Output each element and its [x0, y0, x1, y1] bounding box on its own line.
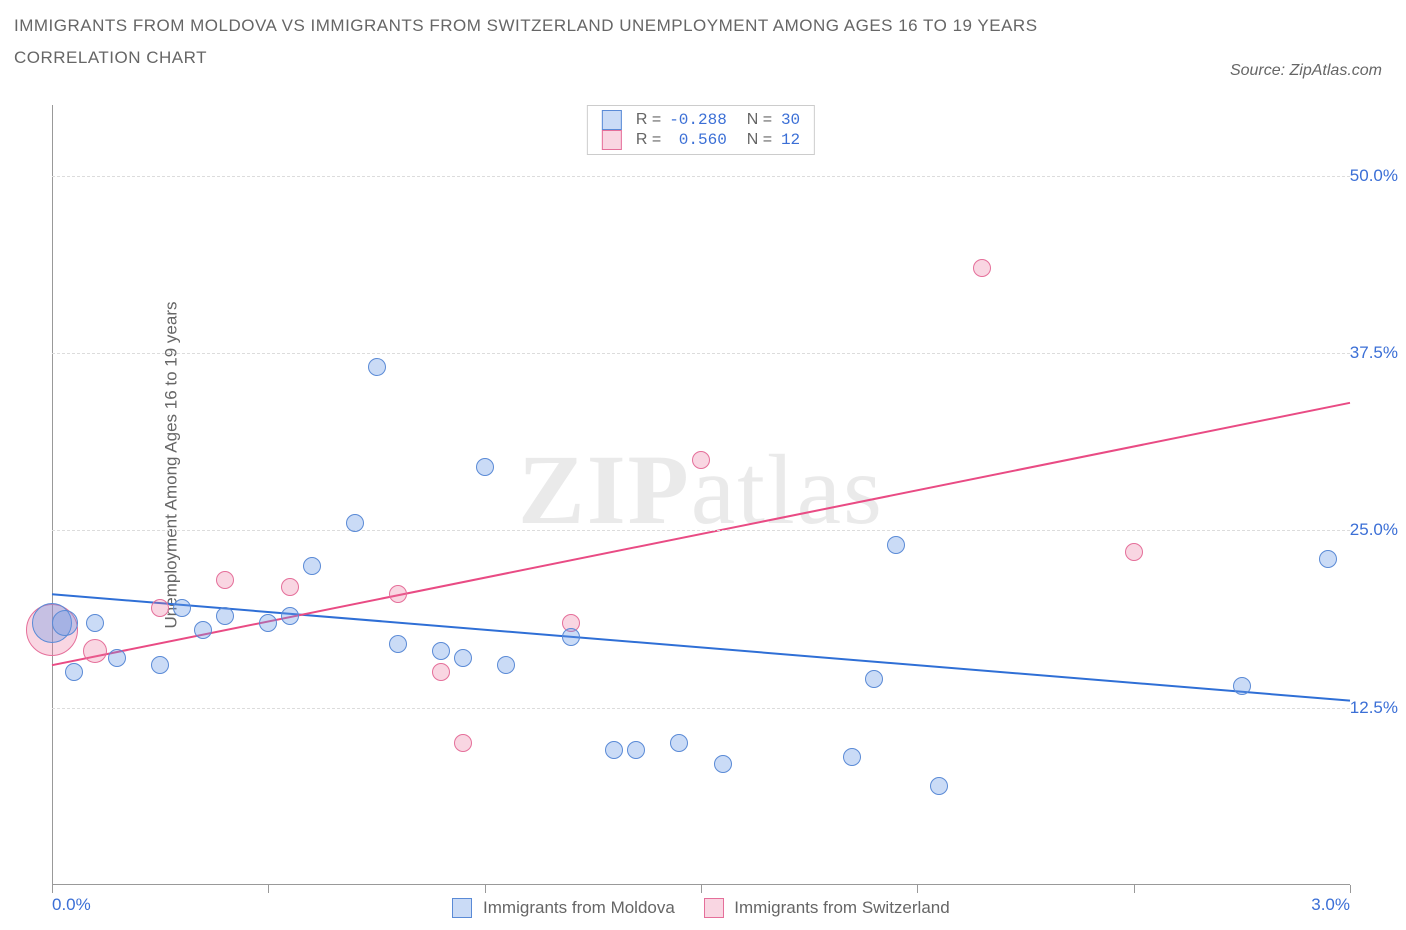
legend-label-moldova: Immigrants from Moldova [483, 898, 675, 917]
swatch-moldova [602, 110, 622, 130]
legend-item-moldova: Immigrants from Moldova [452, 898, 675, 919]
data-point [173, 599, 191, 617]
data-point [692, 451, 710, 469]
x-tick [52, 885, 53, 893]
y-tick-label: 25.0% [1350, 520, 1398, 540]
data-point [454, 734, 472, 752]
data-point [151, 656, 169, 674]
x-tick [917, 885, 918, 893]
r-value-moldova: -0.288 [665, 110, 731, 130]
data-point [454, 649, 472, 667]
data-point [216, 571, 234, 589]
chart-title-block: IMMIGRANTS FROM MOLDOVA VS IMMIGRANTS FR… [14, 10, 1038, 75]
data-point [865, 670, 883, 688]
data-point [1319, 550, 1337, 568]
n-value-moldova: 30 [776, 110, 804, 130]
swatch-switzerland [602, 130, 622, 150]
chart-title-line1: IMMIGRANTS FROM MOLDOVA VS IMMIGRANTS FR… [14, 10, 1038, 42]
data-point [432, 663, 450, 681]
n-label: N = [743, 130, 776, 150]
data-point [151, 599, 169, 617]
data-point [562, 628, 580, 646]
y-tick-label: 37.5% [1350, 343, 1398, 363]
legend-item-switzerland: Immigrants from Switzerland [704, 898, 950, 919]
data-point [281, 607, 299, 625]
data-point [670, 734, 688, 752]
data-point [86, 614, 104, 632]
data-point [1233, 677, 1251, 695]
plot-area: ZIPatlas R = -0.288 N = 30 R = 0.560 N =… [52, 105, 1350, 885]
data-point [389, 635, 407, 653]
data-point [714, 755, 732, 773]
r-value-switzerland: 0.560 [665, 130, 731, 150]
data-point [605, 741, 623, 759]
data-point [194, 621, 212, 639]
watermark-bold: ZIP [518, 434, 691, 545]
watermark-rest: atlas [691, 434, 884, 545]
x-tick [1350, 885, 1351, 893]
data-point [432, 642, 450, 660]
x-tick [1134, 885, 1135, 893]
data-point [973, 259, 991, 277]
data-point [108, 649, 126, 667]
data-point [346, 514, 364, 532]
legend-row-moldova: R = -0.288 N = 30 [598, 110, 804, 130]
chart-title-line2: CORRELATION CHART [14, 42, 1038, 74]
correlation-legend: R = -0.288 N = 30 R = 0.560 N = 12 [587, 105, 815, 155]
swatch-switzerland [704, 898, 724, 918]
trend-line [52, 594, 1350, 700]
data-point [281, 578, 299, 596]
swatch-moldova [452, 898, 472, 918]
data-point [476, 458, 494, 476]
gridline [52, 708, 1350, 709]
data-point [389, 585, 407, 603]
trend-lines-svg [52, 105, 1350, 885]
x-tick [485, 885, 486, 893]
data-point [1125, 543, 1143, 561]
data-point [887, 536, 905, 554]
gridline [52, 176, 1350, 177]
x-tick-label: 0.0% [52, 895, 91, 915]
data-point [259, 614, 277, 632]
legend-label-switzerland: Immigrants from Switzerland [734, 898, 949, 917]
data-point [627, 741, 645, 759]
trend-line [52, 403, 1350, 665]
gridline [52, 530, 1350, 531]
y-tick-label: 12.5% [1350, 698, 1398, 718]
gridline [52, 353, 1350, 354]
y-axis-line [52, 105, 53, 885]
data-point [368, 358, 386, 376]
r-label: R = [632, 110, 665, 130]
r-label: R = [632, 130, 665, 150]
data-point [303, 557, 321, 575]
data-point [930, 777, 948, 795]
data-point [843, 748, 861, 766]
n-value-switzerland: 12 [776, 130, 804, 150]
data-point [52, 610, 78, 636]
n-label: N = [743, 110, 776, 130]
data-point [216, 607, 234, 625]
series-legend: Immigrants from Moldova Immigrants from … [52, 898, 1350, 919]
x-tick-label: 3.0% [1311, 895, 1350, 915]
legend-row-switzerland: R = 0.560 N = 12 [598, 130, 804, 150]
x-tick [701, 885, 702, 893]
y-tick-label: 50.0% [1350, 166, 1398, 186]
data-point [497, 656, 515, 674]
source-label: Source: ZipAtlas.com [1230, 62, 1382, 80]
x-tick [268, 885, 269, 893]
data-point [83, 639, 107, 663]
data-point [65, 663, 83, 681]
